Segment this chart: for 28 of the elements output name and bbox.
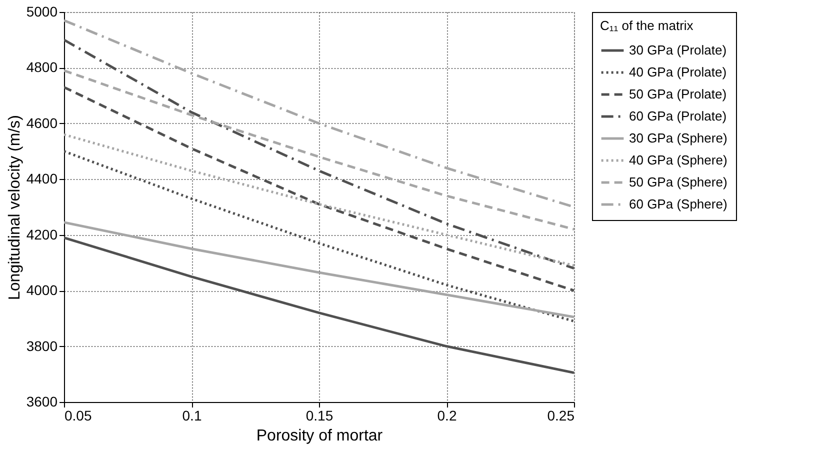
y-tick-label: 4200 [26, 226, 58, 242]
legend-label: 60 GPa (Prolate) [629, 108, 727, 124]
y-tick-label: 4800 [26, 59, 58, 76]
x-tick-label: 0.1 [182, 408, 202, 424]
legend-label: 30 GPa (Prolate) [629, 42, 727, 58]
y-tick-label: 4600 [26, 114, 58, 131]
line-series [64, 221, 574, 318]
y-axis-title: Longitudinal velocity (m/s) [6, 115, 24, 300]
legend-label: 50 GPa (Prolate) [629, 86, 727, 102]
line-series [64, 19, 574, 208]
legend-label: 30 GPa (Sphere) [629, 130, 728, 146]
legend-title: C₁₁ of the matrix [600, 18, 694, 33]
line-series [64, 133, 574, 267]
x-tick-label: 0.25 [547, 408, 575, 424]
x-tick-label: 0.05 [64, 408, 92, 424]
line-series [64, 69, 574, 231]
x-axis-title: Porosity of mortar [256, 428, 384, 444]
y-tick-label: 5000 [26, 4, 58, 20]
x-tick-label: 0.2 [437, 408, 457, 424]
legend-label: 40 GPa (Sphere) [629, 152, 728, 168]
y-tick-label: 3600 [26, 394, 58, 410]
y-tick-label: 4000 [26, 282, 58, 298]
legend-label: 60 GPa (Sphere) [629, 196, 728, 212]
legend-label: 50 GPa (Sphere) [629, 174, 728, 190]
x-tick-label: 0.15 [306, 408, 334, 424]
y-tick-label: 3800 [26, 338, 58, 354]
y-tick-label: 4400 [26, 170, 58, 187]
legend-label: 40 GPa (Prolate) [629, 64, 727, 80]
